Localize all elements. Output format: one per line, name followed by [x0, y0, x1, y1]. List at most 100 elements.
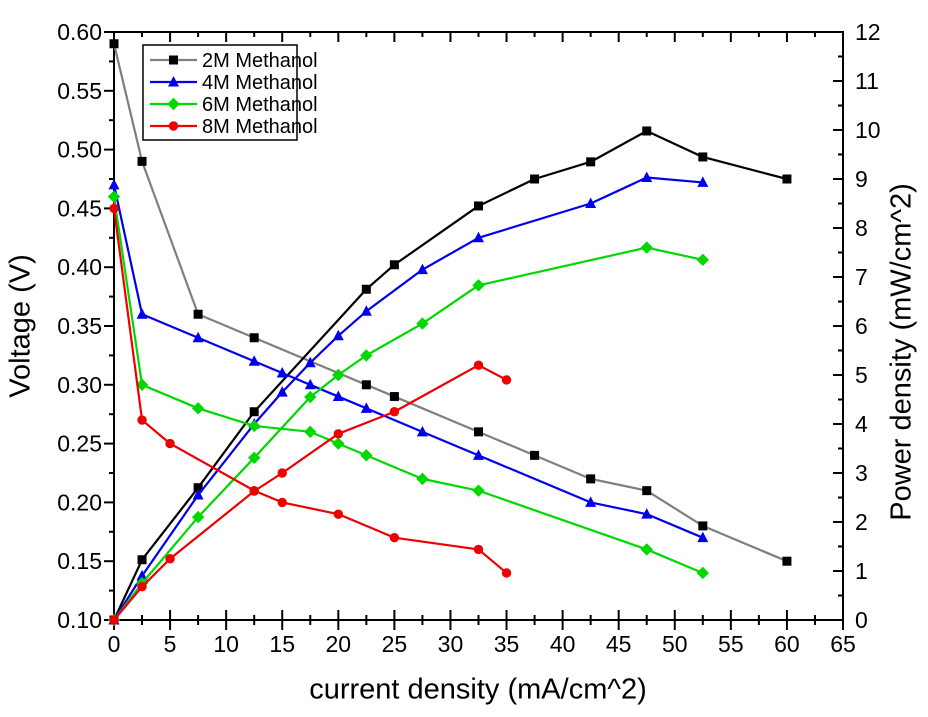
legend-label-6m-methanol: 6M Methanol: [202, 94, 318, 116]
series-8m-methanol-voltage-line: [112, 208, 508, 574]
series-4m-methanol-power-line: [113, 176, 703, 621]
series-6m-methanol-voltage-point: [640, 543, 653, 556]
series-4m-methanol-voltage-point: [697, 531, 709, 543]
legend-label-8m-methanol: 8M Methanol: [202, 116, 318, 138]
series-8m-methanol-power-point: [109, 615, 119, 625]
series-4m-methanol-power-point: [473, 231, 484, 243]
series-2m-methanol-voltage-point: [193, 309, 203, 319]
series-2m-methanol-voltage-point: [389, 392, 399, 402]
plot-frame: [113, 31, 844, 621]
series-4m-methanol-voltage-point: [641, 508, 653, 519]
x-tick-label: 30: [438, 631, 464, 657]
y-left-tick-label: 0.55: [57, 78, 102, 104]
series-2m-methanol-power-point: [137, 555, 147, 565]
series-6m-methanol-voltage-point: [247, 419, 261, 433]
series-8m-methanol-voltage-point: [277, 497, 287, 508]
series-6m-methanol-voltage-point: [472, 484, 485, 497]
right-axis-title: Power density (mW/cm^2): [885, 183, 918, 521]
series-8m-methanol-voltage-point: [109, 203, 119, 214]
series-2m-methanol-voltage-point: [642, 486, 652, 496]
series-4m-methanol-power-point: [585, 197, 597, 208]
series-2m-methanol-power-point: [782, 174, 792, 184]
series-4m-methanol-voltage-point: [360, 402, 372, 413]
series-2m-methanol-power-line: [113, 129, 788, 621]
series-6m-methanol-power-point: [640, 241, 653, 254]
y-right-tick-label: 3: [855, 460, 868, 486]
x-tick-label: 25: [382, 631, 408, 657]
legend-label-4m-methanol: 4M Methanol: [202, 72, 318, 94]
series-6m-methanol-voltage-point: [360, 449, 373, 462]
series-4m-methanol-power-point: [332, 329, 344, 341]
series-2m-methanol-power-point: [586, 157, 596, 167]
legend-marker-2m-methanol: [169, 55, 178, 65]
x-axis-title: current density (mA/cm^2): [309, 673, 647, 706]
series-4m-methanol-voltage-point: [248, 355, 260, 366]
series-2m-methanol-voltage-point: [698, 521, 708, 531]
series-4m-methanol-voltage-point: [276, 367, 288, 378]
x-tick-label: 55: [718, 631, 744, 657]
series-2m-methanol-power-point: [642, 126, 652, 136]
series-2m-methanol-voltage-point: [782, 556, 792, 566]
series-2m-methanol-power-point: [474, 201, 483, 211]
series-4m-methanol-voltage-point: [108, 178, 120, 190]
series-6m-methanol-voltage-point: [135, 378, 149, 391]
series-2m-methanol-voltage-point: [474, 427, 483, 437]
series-2m-methanol-voltage-point: [530, 450, 540, 460]
y-right-tick-label: 9: [855, 166, 868, 192]
series-6m-methanol-voltage-point: [416, 472, 429, 486]
y-right-tick-label: 6: [855, 313, 868, 339]
legend-marker-6m-methanol: [167, 97, 180, 111]
series-2m-methanol-power-point: [389, 260, 399, 270]
x-tick-label: 40: [550, 631, 576, 657]
series-8m-methanol-power-point: [333, 429, 344, 439]
series-4m-methanol-power-point: [360, 305, 372, 316]
series-8m-methanol-voltage-point: [165, 438, 175, 449]
y-left-tick-label: 0.50: [57, 137, 102, 163]
y-left-tick-label: 0.15: [57, 548, 102, 574]
series-4m-methanol-voltage-point: [192, 331, 204, 343]
y-right-tick-label: 10: [855, 117, 881, 143]
x-tick-label: 35: [494, 631, 520, 657]
y-right-tick-label: 2: [855, 509, 868, 535]
series-4m-methanol-voltage-point: [136, 308, 148, 319]
y-right-tick-label: 5: [855, 362, 868, 388]
series-4m-methanol-power-point: [641, 171, 653, 183]
series-2m-methanol-voltage-point: [586, 474, 596, 484]
legend-box: [142, 44, 298, 141]
series-4m-methanol-power-point: [192, 489, 204, 500]
legend-marker-8m-methanol: [168, 121, 179, 131]
y-left-tick-label: 0.40: [57, 254, 102, 280]
y-left-tick-label: 0.20: [57, 489, 102, 515]
series-8m-methanol-power-point: [389, 407, 400, 417]
series-4m-methanol-power-point: [697, 176, 709, 187]
series-8m-methanol-power-point: [473, 360, 484, 370]
series-6m-methanol-voltage-point: [107, 190, 121, 203]
x-tick-label: 60: [774, 631, 800, 657]
series-2m-methanol-voltage-line: [112, 43, 788, 563]
series-4m-methanol-voltage-point: [585, 496, 597, 507]
series-2m-methanol-power-point: [698, 152, 708, 162]
legend-marker-4m-methanol: [168, 76, 179, 87]
series-6m-methanol-power-point: [416, 317, 429, 330]
series-6m-methanol-voltage-point: [696, 566, 710, 580]
y-right-tick-label: 4: [855, 411, 868, 437]
series-4m-methanol-voltage-point: [304, 378, 316, 390]
series-6m-methanol-power-point: [191, 510, 205, 524]
series-2m-methanol-power-point: [193, 483, 203, 493]
series-6m-methanol-power-point: [247, 451, 261, 465]
y-right-tick-label: 7: [855, 264, 868, 290]
series-4m-methanol-power-point: [276, 386, 288, 397]
series-8m-methanol-power-point: [277, 468, 287, 478]
series-4m-methanol-voltage-point: [473, 449, 484, 460]
series-6m-methanol-voltage-point: [332, 437, 345, 450]
series-6m-methanol-power-point: [472, 279, 485, 292]
x-tick-label: 10: [213, 631, 239, 657]
series-8m-methanol-power-point: [249, 486, 259, 496]
series-8m-methanol-voltage-point: [333, 509, 344, 519]
series-2m-methanol-power-point: [530, 174, 540, 184]
series-8m-methanol-voltage-point: [389, 532, 400, 543]
series-2m-methanol-power-point: [361, 284, 371, 294]
x-tick-label: 65: [830, 631, 856, 657]
series-6m-methanol-voltage-point: [304, 425, 317, 439]
